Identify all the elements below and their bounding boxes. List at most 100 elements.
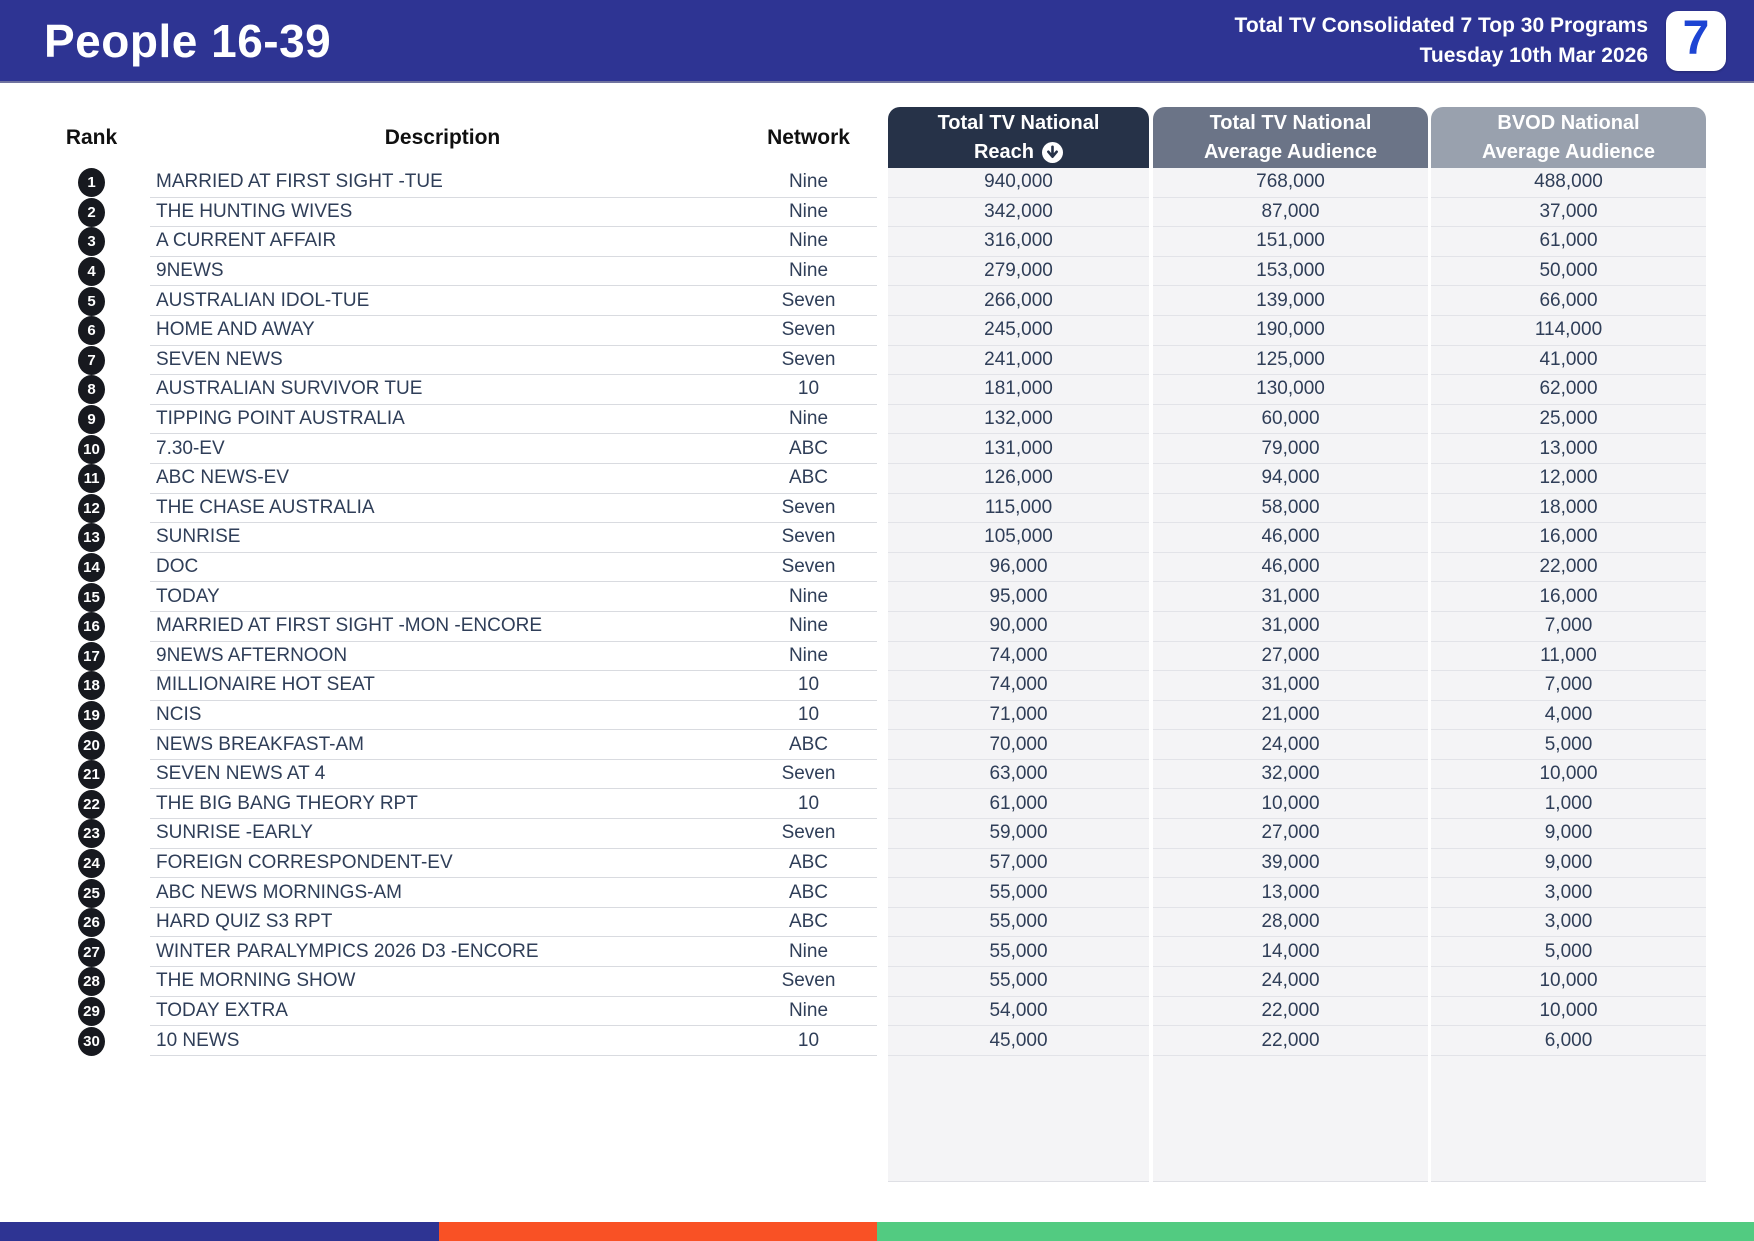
total-tv-national-average-audience: 125,000: [1153, 345, 1428, 376]
program-network: Nine: [740, 198, 877, 228]
bvod-national-average-audience: 61,000: [1431, 227, 1706, 257]
total-tv-national-average-audience: 13,000: [1153, 878, 1428, 908]
program-network: 10: [740, 789, 877, 820]
program-network: ABC: [740, 878, 877, 908]
program-description: NCIS: [150, 701, 735, 731]
table-row: 5 AUSTRALIAN IDOL-TUE Seven 266,000 139,000 6…: [33, 286, 1706, 316]
total-tv-national-average-audience: 46,000: [1153, 552, 1428, 583]
bvod-national-average-audience: 13,000: [1431, 434, 1706, 464]
program-description: THE BIG BANG THEORY RPT: [150, 789, 735, 820]
total-tv-national-reach: 241,000: [888, 345, 1149, 376]
rank-badge: 27: [78, 937, 105, 967]
program-description: WINTER PARALYMPICS 2026 D3 -ENCORE: [150, 937, 735, 968]
table-row: 26 HARD QUIZ S3 RPT ABC 55,000 28,000 3,000: [33, 907, 1706, 938]
total-tv-national-average-audience: 151,000: [1153, 227, 1428, 257]
rank-cell: 7: [33, 345, 150, 376]
total-tv-national-reach: 74,000: [888, 641, 1149, 672]
footer-stripe-segment: [438, 1222, 877, 1241]
total-tv-national-reach: 126,000: [888, 463, 1149, 494]
table-row: 9 TIPPING POINT AUSTRALIA Nine 132,000 60,00…: [33, 404, 1706, 435]
bvod-national-average-audience: 9,000: [1431, 819, 1706, 849]
program-description: MARRIED AT FIRST SIGHT -TUE: [150, 168, 735, 198]
rank-cell: 2: [33, 197, 150, 228]
table-row: 7 SEVEN NEWS Seven 241,000 125,000 41,000: [33, 345, 1706, 376]
rank-cell: 3: [33, 227, 150, 257]
table-row: 21 SEVEN NEWS AT 4 Seven 63,000 32,000 10,000: [33, 759, 1706, 790]
rank-cell: 28: [33, 967, 150, 997]
sort-descending-icon: [1042, 141, 1064, 163]
program-network: ABC: [740, 730, 877, 760]
table-row: 6 HOME AND AWAY Seven 245,000 190,000 114,000: [33, 315, 1706, 346]
table-row: 1 MARRIED AT FIRST SIGHT -TUE Nine 940,000 7…: [33, 168, 1706, 198]
rank-badge: 28: [78, 967, 105, 997]
rank-badge: 22: [78, 789, 105, 819]
total-tv-national-average-audience: 24,000: [1153, 967, 1428, 997]
total-tv-national-reach: 63,000: [888, 759, 1149, 790]
rank-cell: 25: [33, 878, 150, 908]
total-tv-national-average-audience: 27,000: [1153, 819, 1428, 849]
program-description: 10 NEWS: [150, 1026, 735, 1056]
bvod-national-average-audience: 7,000: [1431, 671, 1706, 701]
rank-badge: 1: [78, 168, 105, 198]
table-row: 14 DOC Seven 96,000 46,000 22,000: [33, 552, 1706, 583]
total-tv-national-reach: 61,000: [888, 789, 1149, 820]
total-tv-national-average-audience: 24,000: [1153, 730, 1428, 760]
rank-badge: 26: [78, 908, 105, 938]
program-network: Nine: [740, 997, 877, 1027]
total-tv-national-reach: 105,000: [888, 523, 1149, 553]
rank-cell: 30: [33, 1026, 150, 1056]
column-header-description: Description: [384, 125, 501, 149]
program-description: 9NEWS AFTERNOON: [150, 642, 735, 672]
bvod-national-average-audience: 488,000: [1431, 168, 1706, 198]
bvod-national-average-audience: 5,000: [1431, 937, 1706, 968]
report-name: Total TV Consolidated 7 Top 30 Programs: [1234, 14, 1648, 38]
rank-badge: 18: [78, 671, 105, 701]
footer-stripe-segment: [0, 1222, 439, 1241]
program-network: Seven: [740, 316, 877, 346]
program-description: TIPPING POINT AUSTRALIA: [150, 405, 735, 435]
rank-badge: 7: [78, 345, 105, 375]
rank-badge: 4: [78, 257, 105, 287]
table-row: 22 THE BIG BANG THEORY RPT 10 61,000 10,000 1…: [33, 789, 1706, 820]
bvod-national-average-audience: 7,000: [1431, 611, 1706, 642]
column-header-reach[interactable]: Total TV National Reach: [888, 107, 1149, 168]
table-row: 2 THE HUNTING WIVES Nine 342,000 87,000 37,00…: [33, 197, 1706, 228]
program-description: ABC NEWS MORNINGS-AM: [150, 878, 735, 908]
total-tv-national-average-audience: 31,000: [1153, 671, 1428, 701]
program-network: Nine: [740, 168, 877, 198]
total-tv-national-average-audience: 28,000: [1153, 907, 1428, 938]
table-row: 20 NEWS BREAKFAST-AM ABC 70,000 24,000 5,000: [33, 730, 1706, 760]
rank-badge: 11: [78, 464, 105, 494]
rank-cell: 29: [33, 996, 150, 1027]
total-tv-national-average-audience: 153,000: [1153, 256, 1428, 287]
total-tv-national-average-audience: 39,000: [1153, 848, 1428, 879]
rank-cell: 9: [33, 405, 150, 435]
program-description: THE CHASE AUSTRALIA: [150, 494, 735, 524]
seven-network-logo: 7: [1666, 10, 1726, 71]
rank-badge: 3: [78, 227, 105, 257]
column-header-network: Network: [767, 125, 850, 149]
bvod-national-average-audience: 5,000: [1431, 730, 1706, 760]
total-tv-national-average-audience: 768,000: [1153, 168, 1428, 198]
rank-cell: 17: [33, 641, 150, 672]
program-network: 10: [740, 671, 877, 701]
bvod-national-average-audience: 1,000: [1431, 789, 1706, 820]
table-row: 27 WINTER PARALYMPICS 2026 D3 -ENCORE Nine…: [33, 937, 1706, 968]
program-network: Seven: [740, 286, 877, 316]
bvod-national-average-audience: 62,000: [1431, 375, 1706, 405]
bvod-national-average-audience: 25,000: [1431, 404, 1706, 435]
rank-cell: 4: [33, 257, 150, 287]
program-network: 10: [740, 375, 877, 405]
bvod-national-average-audience: 11,000: [1431, 641, 1706, 672]
total-tv-national-average-audience: 31,000: [1153, 582, 1428, 612]
program-network: ABC: [740, 908, 877, 938]
program-description: HARD QUIZ S3 RPT: [150, 908, 735, 938]
program-network: Nine: [740, 227, 877, 257]
bvod-national-average-audience: 16,000: [1431, 582, 1706, 612]
total-tv-national-reach: 132,000: [888, 404, 1149, 435]
total-tv-national-reach: 45,000: [888, 1026, 1149, 1056]
program-network: ABC: [740, 434, 877, 464]
total-tv-national-average-audience: 32,000: [1153, 759, 1428, 790]
total-tv-national-reach: 96,000: [888, 552, 1149, 583]
total-tv-national-reach: 71,000: [888, 700, 1149, 731]
